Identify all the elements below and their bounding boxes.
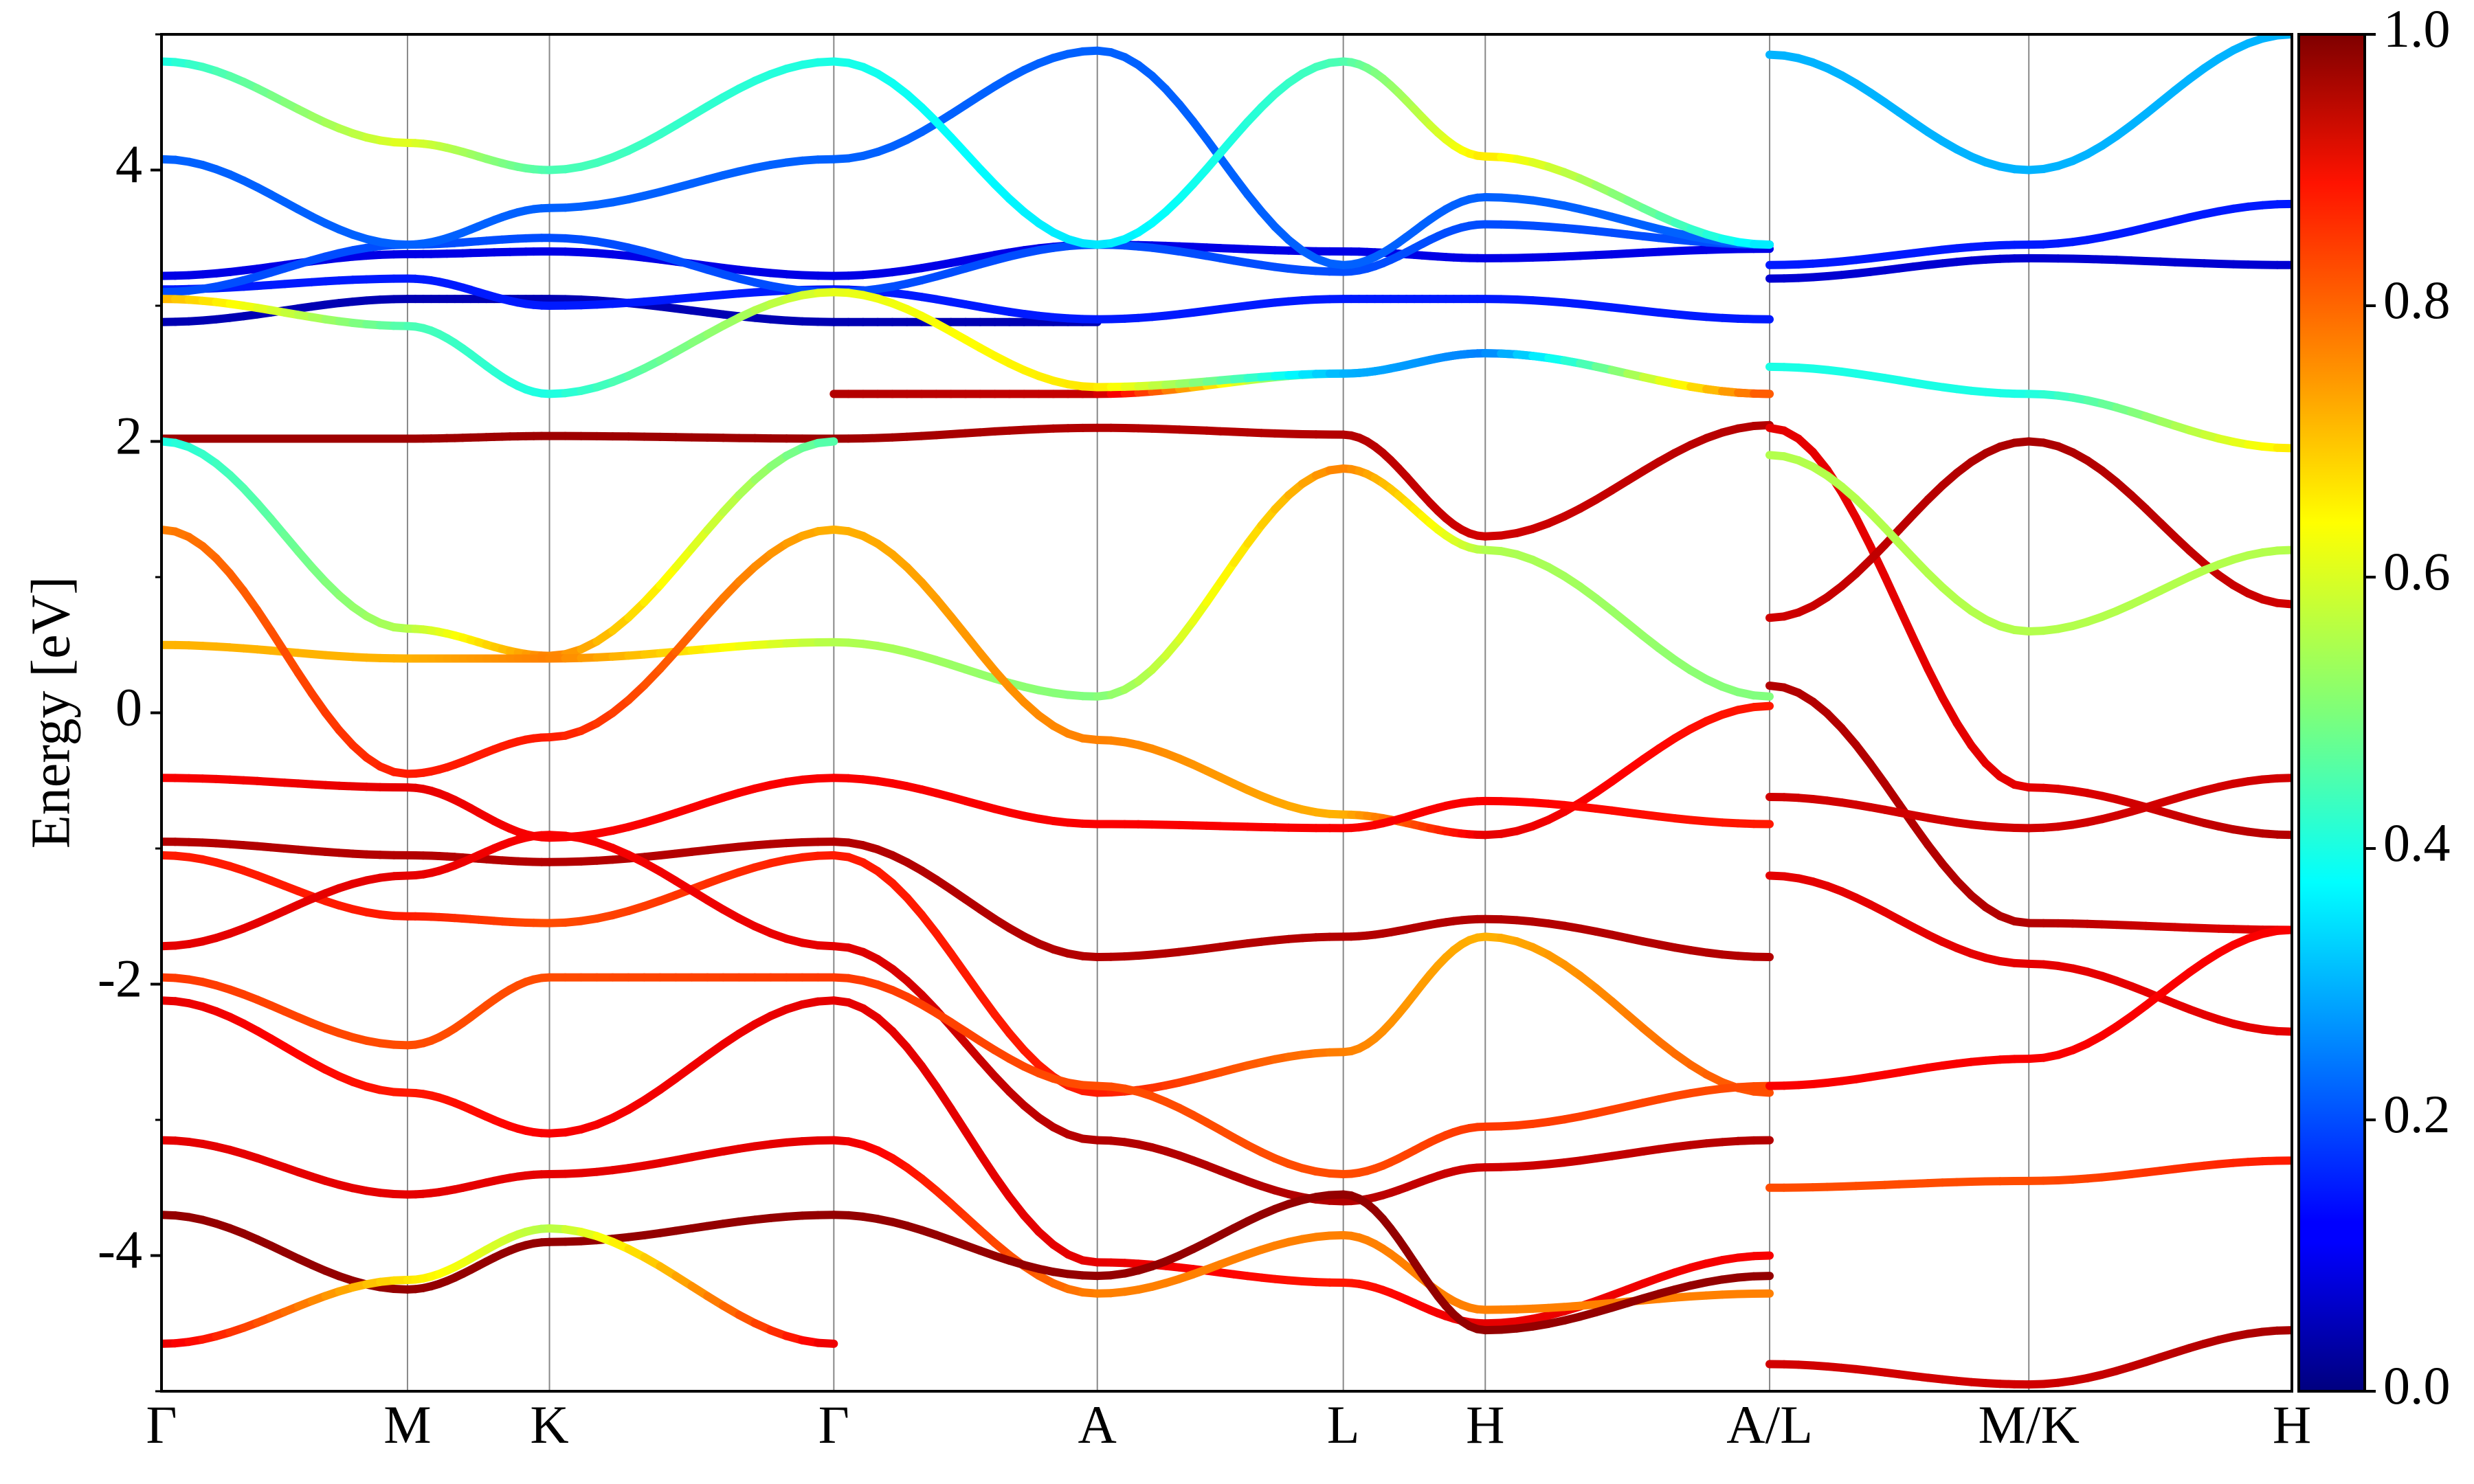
band-segment: [2273, 925, 2292, 935]
band-segment: [1880, 572, 1904, 612]
colorbar-tick-label: 0.4: [2383, 813, 2451, 873]
band-segment: [1750, 1272, 1774, 1281]
band: [161, 57, 1774, 249]
band-segment: [1851, 513, 1875, 550]
band: [161, 831, 1774, 1206]
band: [1765, 1326, 2292, 1389]
band-segment: [1750, 1251, 1774, 1261]
colorbar-tick-label: 0.2: [2383, 1084, 2451, 1144]
band: [1765, 437, 2292, 622]
y-tick-label: 2: [115, 405, 142, 465]
band-segment: [1837, 488, 1860, 522]
band: [161, 420, 1774, 541]
x-tick-label: Γ: [818, 1395, 849, 1454]
band-segment: [1952, 719, 1976, 750]
band: [161, 973, 1774, 1178]
band: [1765, 1156, 2292, 1192]
x-tick-label: M/K: [1979, 1395, 2080, 1454]
x-tick-label: K: [530, 1395, 568, 1454]
band-segment: [917, 1061, 941, 1091]
band-segment: [2273, 598, 2292, 609]
band: [161, 525, 1774, 840]
y-axis-ticks: -4 -2 0 2 4: [98, 33, 161, 1393]
band: [161, 46, 1774, 269]
band-segment: [2273, 546, 2292, 555]
band-segment: [1750, 240, 1774, 249]
band: [161, 1136, 1774, 1314]
band: [1765, 774, 2292, 833]
y-tick-label: -2: [98, 948, 142, 1008]
y-tick-label: 4: [115, 134, 142, 194]
band: [161, 437, 838, 660]
band: [161, 996, 1774, 1328]
colorbar-gradient: [2297, 33, 2366, 1393]
band-segment: [2273, 1326, 2292, 1335]
band: [161, 288, 1774, 398]
band: [1765, 34, 2292, 175]
colorbar-tick-label: 0.0: [2383, 1356, 2451, 1415]
x-axis-ticks: Γ M K Γ A L H A/L M/K H: [146, 1395, 2311, 1454]
band-segment: [1750, 691, 1774, 701]
band-segment: [1750, 701, 1774, 712]
band: [1765, 199, 2292, 269]
x-tick-label: Γ: [146, 1395, 177, 1454]
band-segment: [814, 437, 838, 447]
band-lines: [161, 34, 2292, 1389]
x-tick-label: A/L: [1726, 1395, 1813, 1454]
band-segment: [1750, 1087, 1774, 1097]
band-segment: [961, 969, 985, 999]
band: [161, 464, 1774, 701]
y-axis-title: Energy [eV]: [21, 576, 81, 848]
band: [1765, 423, 2292, 840]
band-segment: [1880, 779, 1904, 809]
band-segment: [2273, 1026, 2292, 1036]
colorbar-tick-label: 0.6: [2383, 541, 2451, 601]
band-segment: [814, 1338, 838, 1348]
x-tick-label: A: [1078, 1395, 1117, 1454]
band-segment: [1924, 664, 1947, 702]
band: [1765, 925, 2292, 1090]
colorbar-tick-label: 1.0: [2383, 0, 2451, 58]
x-tick-label: H: [2273, 1395, 2311, 1454]
band: [1765, 451, 2292, 636]
band-segment: [946, 1104, 970, 1136]
x-tick-label: M: [383, 1395, 431, 1454]
band-segment: [932, 929, 955, 958]
band-segment: [1895, 603, 1918, 643]
band-segment: [946, 949, 970, 978]
colorbar-tick-label: 0.8: [2383, 270, 2451, 330]
x-tick-label: L: [1327, 1395, 1360, 1454]
y-tick-label: -4: [98, 1219, 142, 1279]
band-segment: [976, 1149, 999, 1180]
band-segment: [267, 626, 289, 656]
band-segment: [990, 1172, 1014, 1202]
band-segment: [1938, 693, 1961, 728]
band-segment: [1866, 541, 1889, 581]
band: [1765, 254, 2292, 283]
band: [161, 1190, 1774, 1335]
band: [161, 1224, 838, 1348]
band-segment: [961, 1127, 985, 1158]
band: [161, 837, 1774, 961]
band-segment: [976, 990, 999, 1019]
band: [161, 851, 1774, 1097]
colorbar: 0.0 0.2 0.4 0.6 0.8 1.0: [2297, 0, 2451, 1415]
colorbar-ticks: 0.0 0.2 0.4 0.6 0.8 1.0: [2365, 0, 2451, 1415]
band-segment: [932, 1082, 955, 1113]
band-segment: [1909, 634, 1932, 673]
band: [1765, 362, 2292, 453]
x-tick-label: H: [1466, 1395, 1504, 1454]
band-segment: [2273, 443, 2292, 453]
y-tick-label: 0: [115, 677, 142, 737]
band-segment: [280, 647, 302, 677]
